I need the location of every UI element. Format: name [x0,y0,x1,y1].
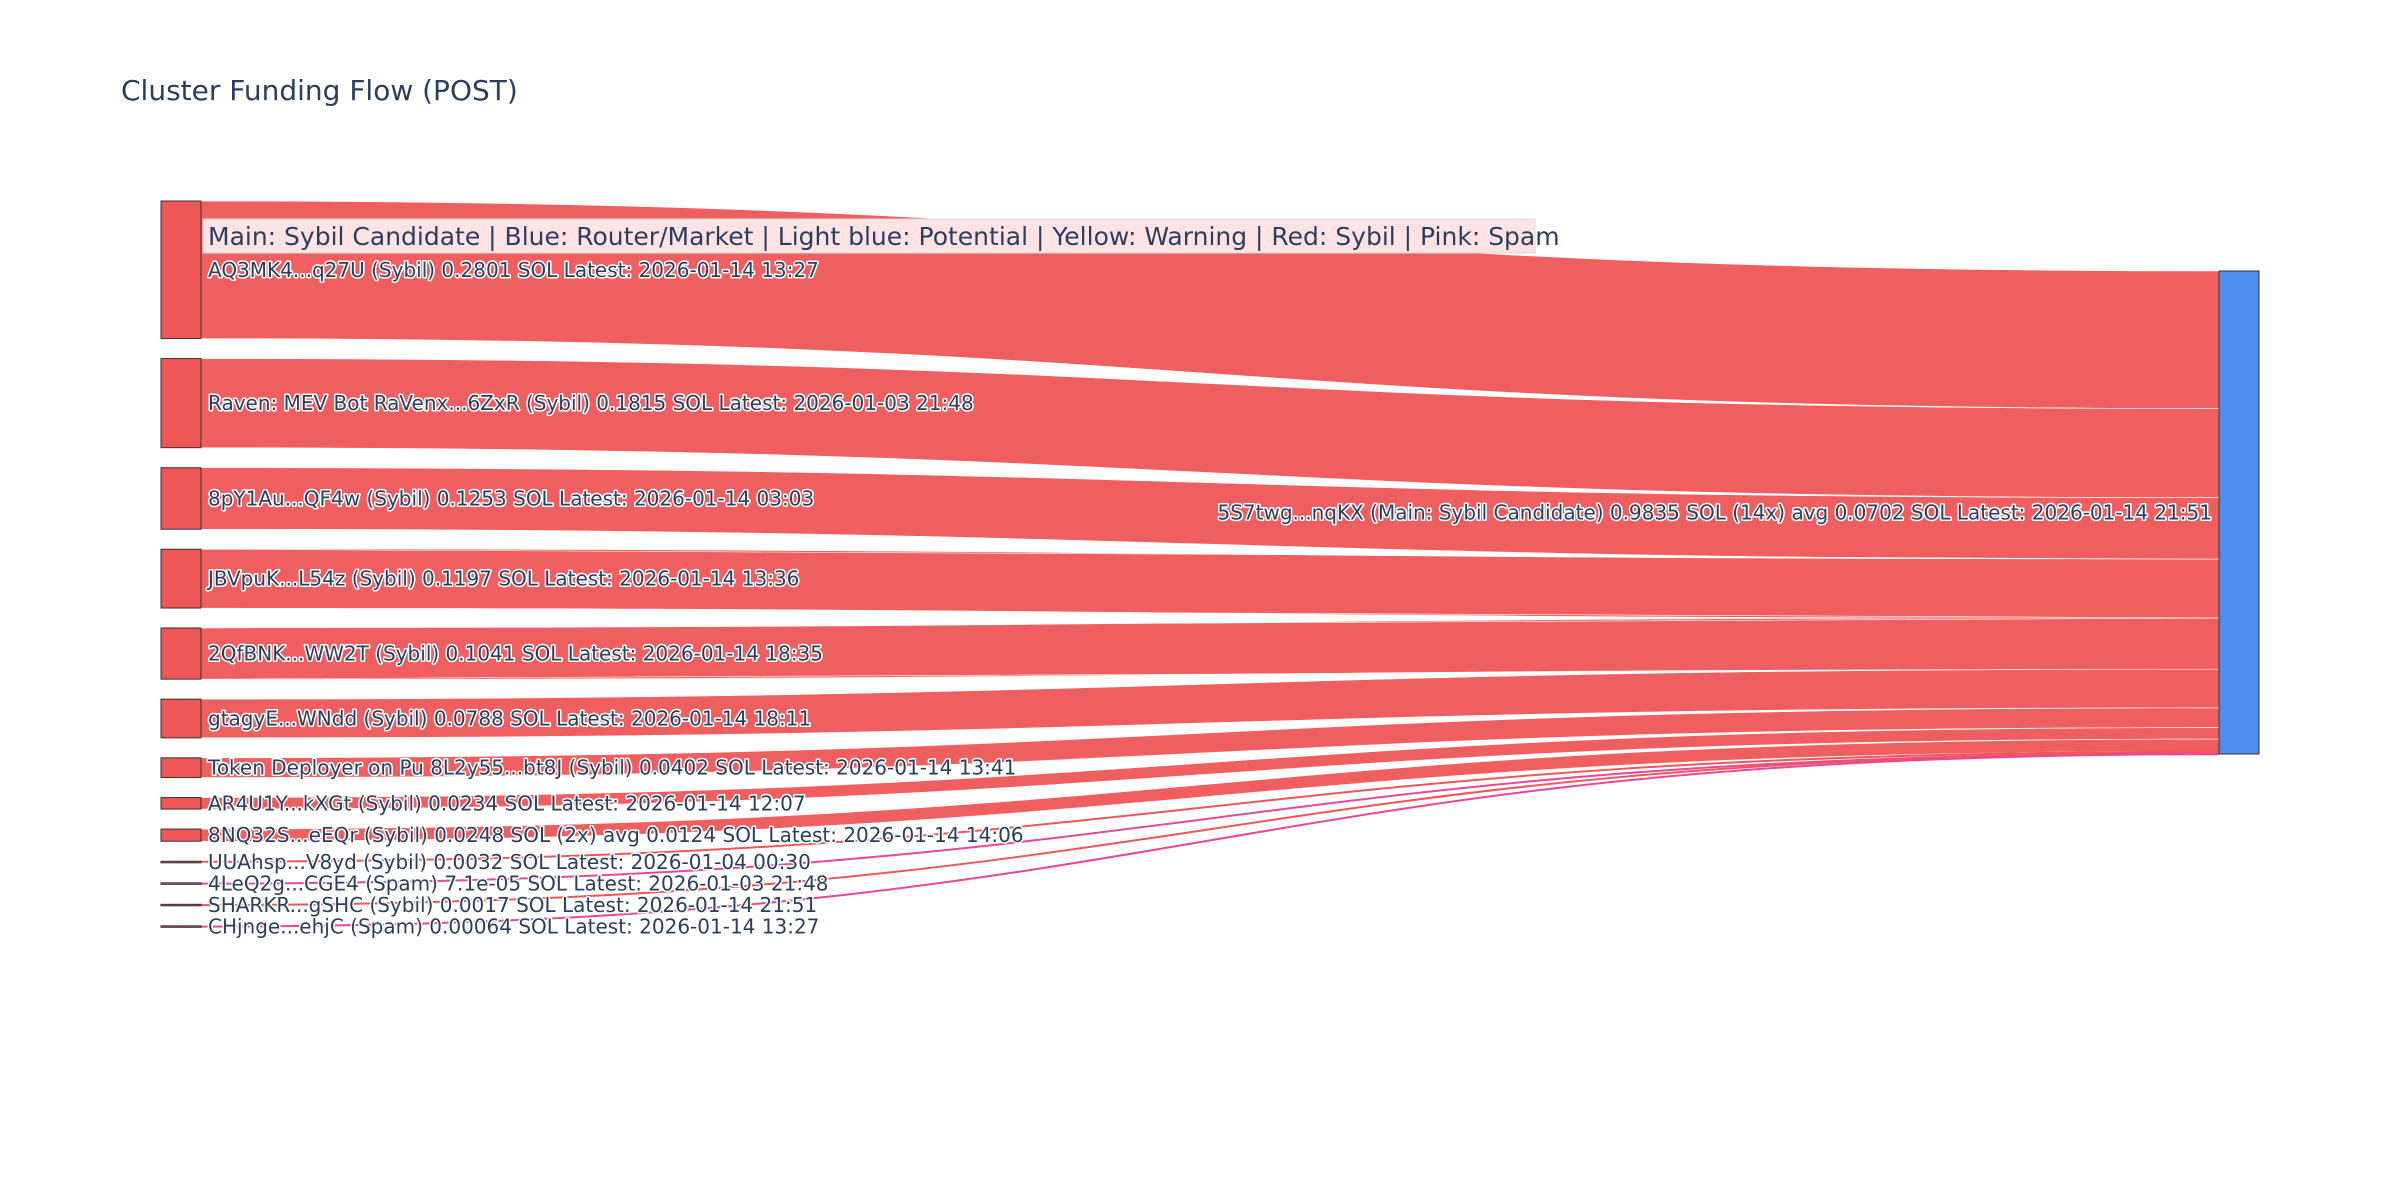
source-node-label: AQ3MK4...q27U (Sybil) 0.2801 SOL Latest:… [208,258,819,282]
source-node-label: gtagyE...WNdd (Sybil) 0.0788 SOL Latest:… [208,706,811,730]
source-node [160,467,202,530]
source-node [160,903,202,907]
flow-nodes [160,200,2260,928]
flow-link [200,752,2220,907]
flow-links [200,200,2220,928]
source-node-label: Raven: MEV Bot RaVenx...6ZxR (Sybil) 0.1… [208,391,974,415]
source-node-label: 4LeQ2g...CGE4 (Spam) 7.1e-05 SOL Latest:… [208,872,829,896]
legend-box [202,218,1536,254]
source-node [160,200,202,340]
flow-link [200,753,2220,928]
source-node [160,925,202,928]
target-node-label: 5S7twg...nqKX (Main: Sybil Candidate) 0.… [1218,501,2212,525]
flow-link [200,750,2220,863]
source-node [160,548,202,609]
source-node [160,358,202,449]
flow-link [200,752,2220,885]
target-node [2218,270,2260,755]
source-node-label: 8pY1Au...QF4w (Sybil) 0.1253 SOL Latest:… [208,486,814,510]
source-node [160,797,202,810]
source-node-label: 2QfBNK...WW2T (Sybil) 0.1041 SOL Latest:… [208,642,823,666]
source-node-label: CHjnge...ehjC (Spam) 0.00064 SOL Latest:… [208,915,819,939]
source-node-label: JBVpuK...L54z (Sybil) 0.1197 SOL Latest:… [206,567,799,591]
node-labels: AQ3MK4...q27U (Sybil) 0.2801 SOL Latest:… [205,256,2214,940]
legend-text: Main: Sybil Candidate | Blue: Router/Mar… [208,222,1560,251]
source-node [160,757,202,779]
source-node-label: Token Deployer on Pu 8L2y55...bt8J (Sybi… [207,756,1016,780]
chart-title: Cluster Funding Flow (POST) [121,74,518,107]
source-node-label: SHARKR...gSHC (Sybil) 0.0017 SOL Latest:… [208,893,817,917]
source-node-label: AR4U1Y...kXGt (Sybil) 0.0234 SOL Latest:… [208,791,806,815]
source-node-label: 8NQ32S...eEQr (Sybil) 0.0248 SOL (2x) av… [208,823,1024,847]
source-node [160,627,202,680]
source-node [160,828,202,842]
source-node [160,860,202,864]
source-node [160,882,202,885]
source-node [160,698,202,739]
source-node-label: UUAhsp...V8yd (Sybil) 0.0032 SOL Latest:… [208,850,811,874]
